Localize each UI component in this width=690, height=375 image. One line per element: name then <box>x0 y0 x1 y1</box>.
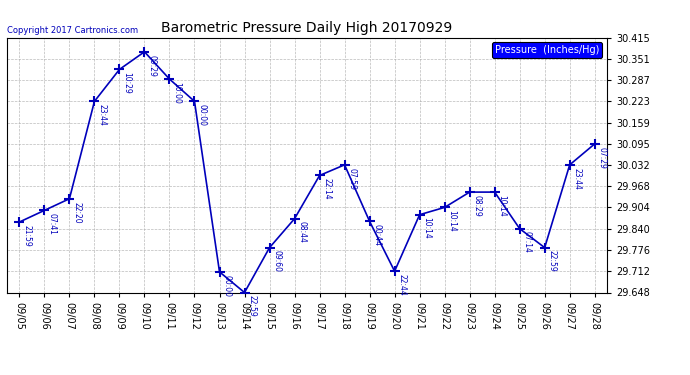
Text: 08:29: 08:29 <box>473 195 482 217</box>
Text: 23:44: 23:44 <box>97 104 106 126</box>
Text: 07:59: 07:59 <box>347 168 356 190</box>
Text: 22:14: 22:14 <box>322 178 331 200</box>
Text: 09:29: 09:29 <box>147 55 156 76</box>
Text: Copyright 2017 Cartronics.com: Copyright 2017 Cartronics.com <box>7 26 138 35</box>
Text: 10:29: 10:29 <box>122 72 131 94</box>
Legend: Pressure  (Inches/Hg): Pressure (Inches/Hg) <box>492 42 602 58</box>
Text: 07:41: 07:41 <box>47 213 56 235</box>
Text: 07:29: 07:29 <box>598 147 607 168</box>
Text: 00:44: 00:44 <box>373 224 382 246</box>
Text: 08:44: 08:44 <box>297 222 306 243</box>
Text: 07:14: 07:14 <box>522 231 531 254</box>
Text: 22:59: 22:59 <box>547 251 556 272</box>
Text: 21:59: 21:59 <box>22 225 31 246</box>
Text: 10:14: 10:14 <box>422 217 431 239</box>
Text: 10:14: 10:14 <box>497 195 506 217</box>
Text: 22:20: 22:20 <box>72 201 81 223</box>
Text: 22:44: 22:44 <box>397 274 406 296</box>
Title: Barometric Pressure Daily High 20170929: Barometric Pressure Daily High 20170929 <box>161 21 453 35</box>
Text: 22:59: 22:59 <box>247 295 256 317</box>
Text: 09:60: 09:60 <box>273 251 282 272</box>
Text: 00:00: 00:00 <box>197 104 206 126</box>
Text: 10:00: 10:00 <box>172 82 181 104</box>
Text: 23:44: 23:44 <box>573 168 582 189</box>
Text: 00:00: 00:00 <box>222 274 231 297</box>
Text: 10:14: 10:14 <box>447 210 456 232</box>
